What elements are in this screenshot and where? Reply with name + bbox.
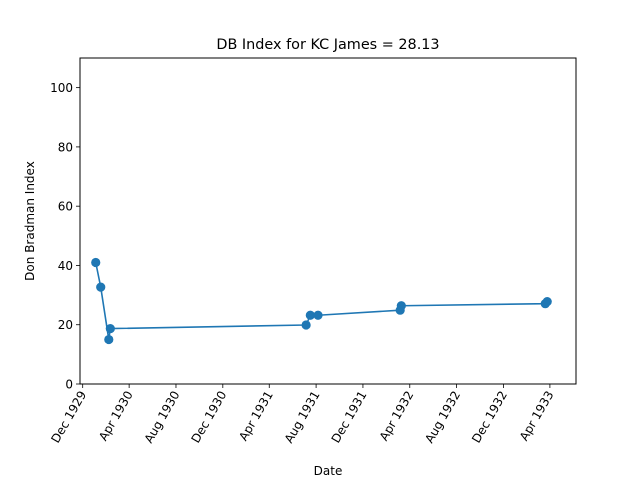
data-point (96, 282, 106, 292)
y-tick-label: 80 (58, 140, 73, 154)
y-axis: 0 20 40 60 80 100 (50, 81, 80, 392)
chart-title: DB Index for KC James = 28.13 (216, 37, 439, 53)
y-tick-label: 40 (58, 259, 73, 273)
y-tick-label: 100 (50, 81, 73, 95)
data-point (542, 297, 552, 307)
data-point (104, 334, 114, 345)
y-tick-label: 0 (65, 378, 73, 392)
y-tick-label: 60 (58, 200, 73, 214)
x-axis-label: Date (314, 464, 343, 478)
y-axis-label: Don Bradman Index (23, 161, 37, 281)
data-point (105, 323, 115, 334)
data-point (305, 310, 315, 320)
y-tick-label: 20 (58, 318, 73, 332)
data-point (396, 301, 406, 311)
plot-frame (79, 57, 577, 385)
data-point (91, 257, 101, 268)
data-point (301, 320, 311, 330)
series-layer (91, 257, 552, 345)
data-point (313, 310, 323, 320)
